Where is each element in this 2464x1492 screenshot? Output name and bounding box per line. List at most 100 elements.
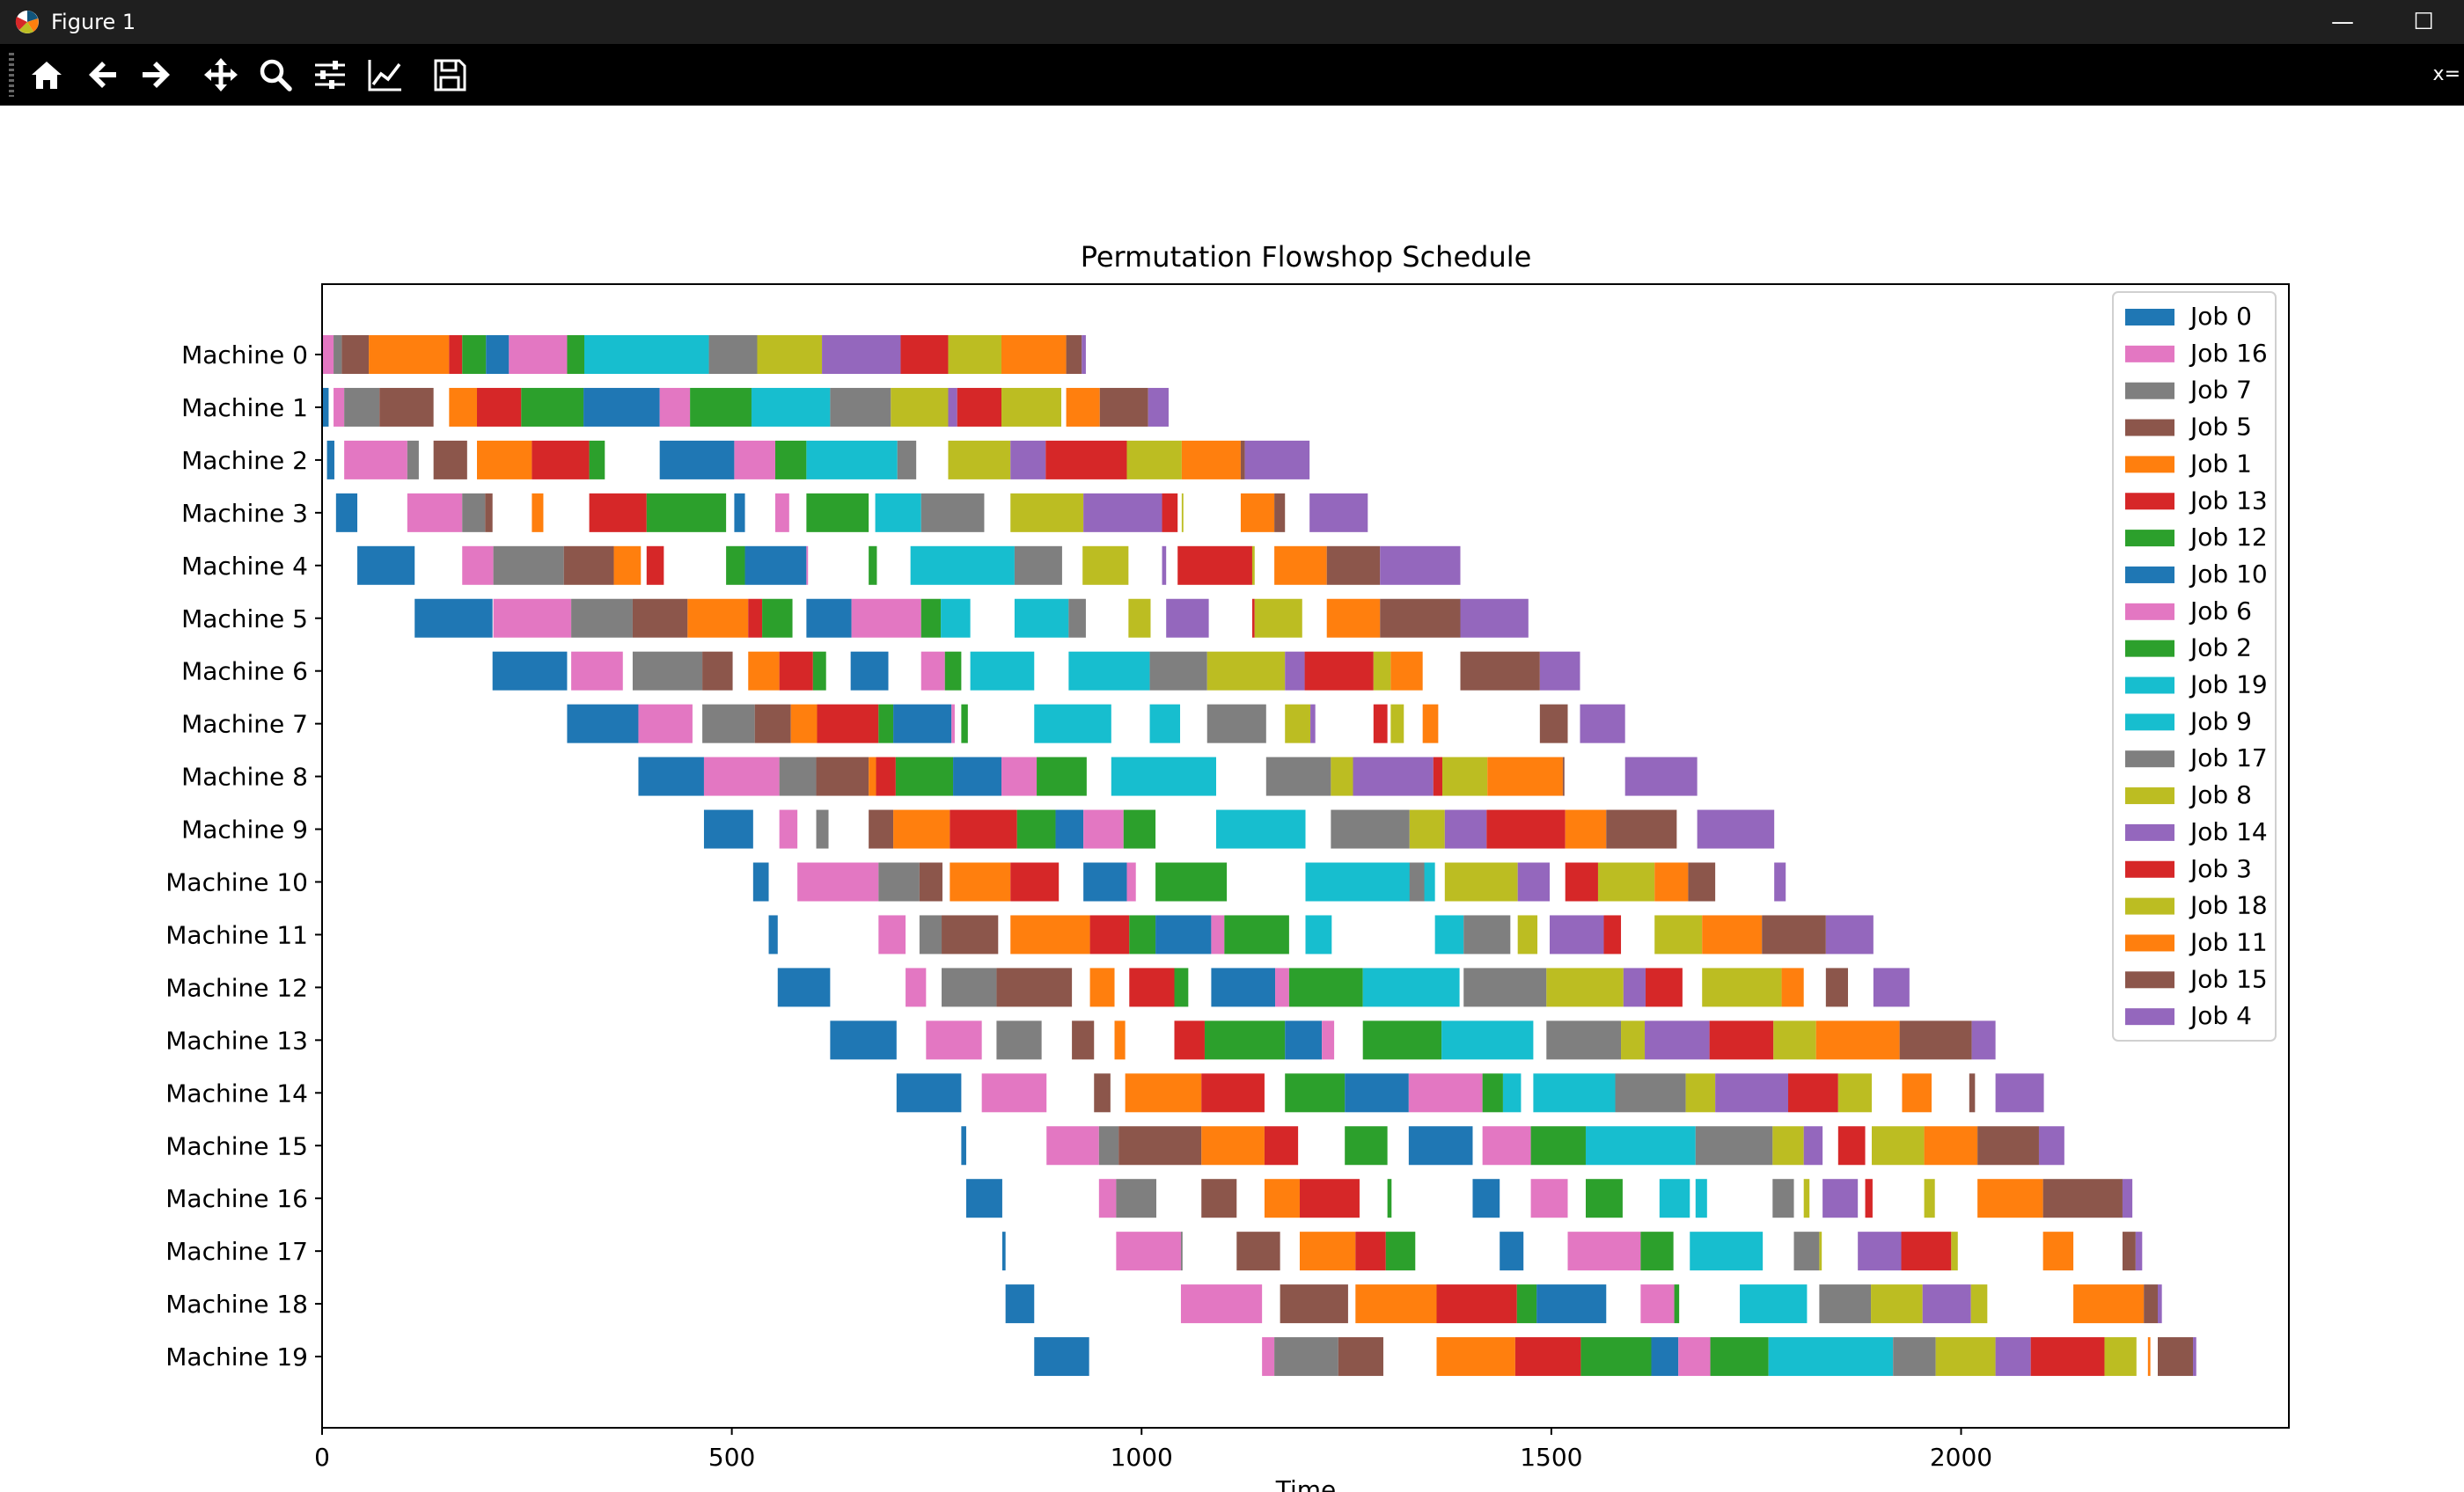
gantt-bar-machine-14-op-17 — [1969, 1073, 1976, 1113]
gantt-bar-machine-9-op-7 — [1055, 809, 1084, 849]
gantt-bar-machine-4-op-10 — [910, 545, 1015, 585]
window-title: Figure 1 — [51, 10, 136, 34]
gantt-bar-machine-2-op-9 — [774, 440, 807, 479]
gantt-bar-machine-7-op-2 — [702, 704, 755, 743]
gantt-bar-machine-19-op-8 — [1678, 1337, 1711, 1377]
gantt-bar-machine-17-op-10 — [1690, 1232, 1764, 1271]
gantt-bar-machine-15-op-5 — [1264, 1126, 1299, 1166]
gantt-bar-machine-12-op-5 — [1129, 968, 1175, 1007]
gantt-bar-machine-5-op-17 — [1326, 598, 1381, 638]
gantt-bar-machine-13-op-0 — [830, 1020, 897, 1060]
gantt-bar-machine-0-op-2 — [341, 335, 370, 374]
gantt-bar-machine-14-op-9 — [1502, 1073, 1522, 1113]
gantt-bar-machine-16-op-19 — [2122, 1179, 2133, 1218]
gantt-bar-machine-3-op-12 — [1010, 493, 1084, 532]
gantt-bar-machine-12-op-15 — [1702, 968, 1782, 1007]
gantt-bar-machine-3-op-8 — [774, 493, 789, 532]
gantt-bar-machine-17-op-6 — [1385, 1232, 1416, 1271]
gantt-bar-machine-1-op-10 — [751, 387, 831, 427]
edit-axis-button[interactable] — [364, 55, 405, 95]
maximize-button[interactable]: ☐ — [2383, 0, 2464, 44]
gantt-bar-machine-1-op-18 — [1148, 387, 1169, 427]
x-tick-label: 1500 — [1520, 1443, 1582, 1472]
gantt-bar-machine-16-op-14 — [1822, 1179, 1859, 1218]
gantt-bar-machine-15-op-15 — [1871, 1126, 1925, 1166]
gantt-bar-machine-1-op-2 — [344, 387, 380, 427]
gantt-bar-machine-3-op-5 — [589, 493, 647, 532]
minimize-button[interactable]: — — [2302, 0, 2383, 44]
gantt-bar-machine-7-op-18 — [1539, 704, 1568, 743]
y-tick-label: Machine 7 — [181, 710, 308, 739]
gantt-bar-machine-7-op-0 — [567, 704, 639, 743]
legend-label: Job 12 — [2189, 523, 2268, 552]
gantt-bar-machine-7-op-8 — [951, 704, 955, 743]
gantt-bar-machine-9-op-8 — [1083, 809, 1124, 849]
legend-box — [2112, 291, 2277, 1042]
gantt-bar-machine-7-op-5 — [817, 704, 879, 743]
gantt-bar-machine-11-op-9 — [1224, 915, 1289, 954]
gantt-bar-machine-6-op-18 — [1460, 651, 1540, 691]
gantt-bar-machine-4-op-14 — [1177, 545, 1252, 585]
y-tick-label: Machine 8 — [181, 763, 308, 792]
x-axis: 0 500 1000 1500 2000 — [314, 1428, 1992, 1472]
gantt-bar-machine-15-op-14 — [1837, 1126, 1866, 1166]
gantt-bar-machine-4-op-0 — [357, 545, 415, 585]
gantt-bar-machine-9-op-11 — [1331, 809, 1410, 849]
gantt-bar-machine-17-op-11 — [1793, 1232, 1820, 1271]
toolbar-grip[interactable] — [9, 53, 14, 97]
legend-label: Job 8 — [2189, 780, 2252, 809]
gantt-bar-machine-12-op-9 — [1288, 968, 1363, 1007]
gantt-bar-machine-7-op-16 — [1390, 704, 1404, 743]
gantt-bar-machine-8-op-1 — [703, 757, 780, 796]
legend-swatch — [2125, 787, 2174, 805]
gantt-bar-machine-6-op-15 — [1304, 651, 1374, 691]
gantt-bar-machine-14-op-13 — [1715, 1073, 1789, 1113]
gantt-bar-machine-6-op-1 — [571, 651, 623, 691]
gantt-bar-machine-0-op-12 — [822, 335, 901, 374]
gantt-bar-machine-10-op-12 — [1517, 862, 1551, 902]
legend-swatch — [2125, 493, 2174, 510]
gantt-bar-machine-0-op-6 — [486, 335, 510, 374]
gantt-bar-machine-14-op-1 — [981, 1073, 1047, 1113]
gantt-bar-machine-8-op-8 — [1001, 757, 1038, 796]
forward-button[interactable] — [136, 55, 176, 95]
gantt-bar-machine-6-op-9 — [944, 651, 962, 691]
gantt-bar-machine-18-op-4 — [1436, 1284, 1517, 1324]
gantt-bar-machine-18-op-12 — [1922, 1284, 1971, 1324]
gantt-bar-machine-11-op-15 — [1603, 915, 1622, 954]
gantt-bar-machine-16-op-16 — [1924, 1179, 1935, 1218]
gantt-bar-machine-12-op-1 — [906, 968, 927, 1007]
pan-button[interactable] — [201, 55, 241, 95]
gantt-bar-machine-6-op-11 — [1068, 651, 1150, 691]
gantt-bar-machine-6-op-4 — [748, 651, 780, 691]
gantt-bar-machine-14-op-3 — [1125, 1073, 1202, 1113]
gantt-bar-machine-13-op-13 — [1645, 1020, 1710, 1060]
save-button[interactable] — [429, 55, 470, 95]
gantt-bar-machine-19-op-15 — [2104, 1337, 2137, 1377]
gantt-bar-machine-15-op-10 — [1585, 1126, 1696, 1166]
gantt-bar-machine-9-op-17 — [1697, 809, 1775, 849]
zoom-button[interactable] — [255, 55, 296, 95]
gantt-bar-machine-16-op-17 — [1977, 1179, 2043, 1218]
back-button[interactable] — [83, 55, 123, 95]
configure-subplots-button[interactable] — [310, 55, 350, 95]
gantt-chart: Permutation Flowshop Schedule Machine 0M… — [165, 240, 2290, 1492]
gantt-bar-machine-16-op-6 — [1387, 1179, 1392, 1218]
gantt-bar-machine-4-op-2 — [493, 545, 564, 585]
y-tick-label: Machine 5 — [181, 604, 308, 633]
gantt-bar-machine-0-op-13 — [900, 335, 949, 374]
legend-swatch — [2125, 345, 2174, 362]
gantt-bar-machine-16-op-5 — [1299, 1179, 1360, 1218]
legend-swatch — [2125, 456, 2174, 473]
gantt-bar-machine-11-op-13 — [1517, 915, 1538, 954]
gantt-bar-machine-6-op-0 — [492, 651, 568, 691]
gantt-bar-machine-4-op-5 — [646, 545, 664, 585]
gantt-bar-machine-19-op-14 — [2030, 1337, 2105, 1377]
legend-label: Job 11 — [2189, 927, 2268, 956]
gantt-bar-machine-11-op-16 — [1654, 915, 1703, 954]
x-tick-label: 2000 — [1930, 1443, 1992, 1472]
gantt-bar-machine-7-op-7 — [893, 704, 952, 743]
gantt-bar-machine-9-op-0 — [703, 809, 753, 849]
home-button[interactable] — [26, 55, 67, 95]
